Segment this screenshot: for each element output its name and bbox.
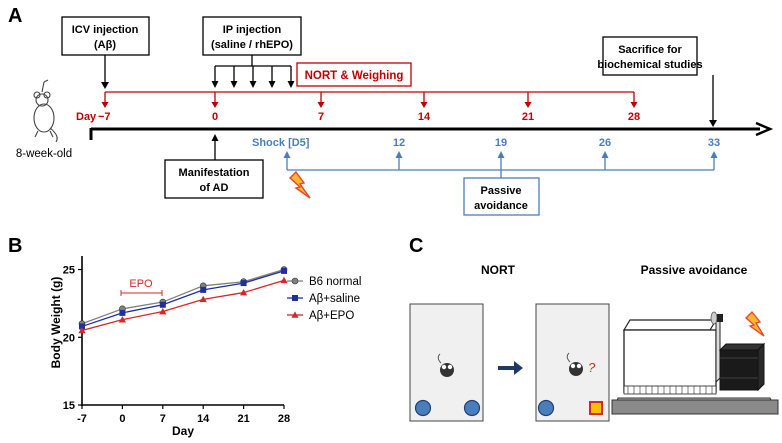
icv-injection-box: ICV injection (Aβ): [61, 16, 150, 56]
data-point: [280, 276, 288, 284]
manifestation-line2: of AD: [200, 182, 229, 194]
legend-marker: [292, 295, 298, 301]
y-tick-label: 20: [63, 332, 75, 344]
red-timeline: [101, 91, 638, 108]
series-line: [81, 270, 285, 328]
day-tick: −7: [98, 111, 111, 123]
data-point: [159, 307, 167, 315]
series-line: [81, 268, 285, 325]
icv-arrowhead: [101, 82, 109, 89]
x-tick-label: 14: [197, 413, 210, 425]
panel-b: B 15 20 25 -7 0 7 14 21 28 Day Body Weight (g) B6 n…: [8, 235, 361, 438]
epo-bracket: [120, 290, 163, 296]
legend-label: Aβ+saline: [309, 293, 360, 305]
ip-injection-box: IP injection (saline / rhEPO): [202, 16, 302, 56]
mouse-icon: [33, 79, 58, 143]
data-point: [240, 280, 247, 287]
x-tick-label: 28: [278, 413, 290, 425]
x-tick-label: 0: [119, 413, 125, 425]
shock-tick: 19: [495, 137, 507, 149]
data-point: [119, 309, 126, 316]
novel-object-square: [589, 401, 603, 415]
panel-b-label: B: [8, 235, 22, 257]
day-tick: 28: [628, 111, 640, 123]
day-tick: 14: [418, 111, 431, 123]
y-axis-label: Body Weight (g): [49, 277, 63, 369]
legend-marker: [291, 311, 299, 318]
shock-tick: 12: [393, 137, 405, 149]
day-labels: Day −7 0 7 14 21 28: [76, 111, 640, 123]
x-tick-label: -7: [77, 413, 87, 425]
mouse-icon: [437, 353, 454, 377]
data-point: [78, 326, 86, 334]
icv-line2: (Aβ): [94, 39, 116, 51]
legend-marker: [291, 277, 299, 285]
panel-c-label: C: [409, 235, 423, 257]
epo-label: EPO: [129, 278, 153, 290]
ip-line2: (saline / rhEPO): [211, 39, 293, 51]
nort-weighing-box: NORT & Weighing: [296, 62, 412, 87]
data-point: [200, 286, 207, 293]
lightning-icon: [288, 170, 311, 199]
nort-title: NORT: [481, 263, 516, 277]
shock-tick: 33: [708, 137, 720, 149]
shock-lightning-icon: [745, 311, 765, 337]
panel-a-label: A: [8, 5, 22, 27]
mouse-icon: [566, 352, 583, 376]
lamp-icon: [710, 311, 718, 325]
mouse-caption: 8-week-old: [16, 148, 72, 160]
sacrifice-line1: Sacrifice for: [618, 44, 682, 56]
data-point: [118, 316, 126, 323]
sacrifice-box: Sacrifice for biochemical studies: [597, 36, 703, 76]
y-tick-label: 15: [63, 400, 75, 412]
passive-avoidance-box: Passive avoidance: [463, 177, 540, 216]
object-circle: [537, 399, 555, 417]
panel-c: C NORT Passive avoidance: [409, 235, 779, 422]
manifestation-line1: Manifestation: [179, 167, 250, 179]
panel-a: A ICV injection (Aβ) IP injection (salin…: [8, 5, 774, 216]
right-arrow-icon: [498, 361, 523, 375]
question-mark: ?: [588, 360, 596, 375]
data-point: [240, 288, 248, 296]
data-point: [159, 301, 166, 308]
data-point: [79, 323, 85, 330]
shock-tick: 26: [599, 137, 611, 149]
y-tick-label: 25: [63, 265, 75, 277]
body-weight-chart: 15 20 25 -7 0 7 14 21 28 Day Body Weight (g) B6 nor…: [49, 256, 361, 438]
nort-arena-test: ?: [535, 303, 610, 422]
blue-timeline: [283, 151, 718, 178]
main-timeline: [89, 121, 774, 140]
shock-labels: Shock [D5] 12 19 26 33: [252, 137, 720, 149]
ip-line1: IP injection: [223, 24, 282, 36]
day-tick: 21: [522, 111, 534, 123]
legend-label: Aβ+EPO: [309, 310, 354, 322]
day-tick: 7: [318, 111, 324, 123]
icv-line1: ICV injection: [72, 24, 139, 36]
series-line: [81, 279, 285, 332]
passive-title: Passive avoidance: [641, 263, 748, 277]
nort-arena-training: [409, 303, 484, 422]
data-point: [199, 295, 207, 303]
day-prefix: Day: [76, 111, 97, 123]
legend-label: B6 normal: [309, 276, 361, 288]
x-tick-label: 21: [237, 413, 249, 425]
nort-weighing-label: NORT & Weighing: [305, 70, 404, 82]
shock-tick: Shock [D5]: [252, 137, 310, 149]
data-point: [281, 267, 287, 274]
passive-avoidance-apparatus: [611, 311, 779, 415]
passive-line2: avoidance: [474, 200, 528, 212]
object-circle: [414, 399, 432, 417]
object-circle: [463, 399, 481, 417]
x-tick-label: 7: [160, 413, 166, 425]
x-axis-label: Day: [172, 424, 194, 438]
passive-line1: Passive: [481, 185, 522, 197]
day-tick: 0: [212, 111, 218, 123]
manifestation-box: Manifestation of AD: [164, 159, 264, 199]
ip-arrows: [214, 66, 292, 83]
sacrifice-line2: biochemical studies: [597, 59, 702, 71]
